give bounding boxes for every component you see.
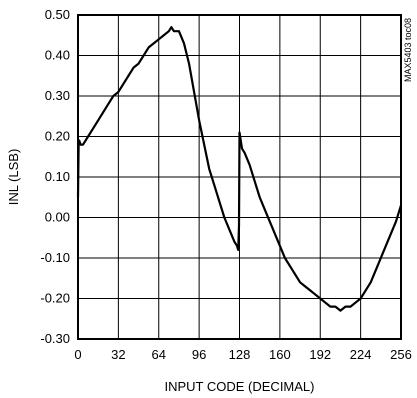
y-tick-label: 0.00 xyxy=(45,210,70,225)
x-tick-label: 96 xyxy=(192,347,206,362)
y-tick-label: 0.50 xyxy=(45,7,70,22)
x-tick-label: 224 xyxy=(350,347,372,362)
x-tick-label: 160 xyxy=(269,347,291,362)
y-tick-label: 0.30 xyxy=(45,88,70,103)
x-tick-label: 0 xyxy=(74,347,81,362)
inl-series-line xyxy=(76,26,403,312)
y-tick-label: -0.10 xyxy=(40,250,70,265)
y-axis-title: INL (LSB) xyxy=(6,149,21,206)
y-tick-label: -0.20 xyxy=(40,291,70,306)
y-tick-label: 0.40 xyxy=(45,48,70,63)
x-tick-label: 64 xyxy=(152,347,166,362)
x-tick-label: 32 xyxy=(111,347,125,362)
x-tick-labels: 0 32 64 96 128 160 192 224 256 xyxy=(74,347,411,362)
y-tick-labels: 0.50 0.40 0.30 0.20 0.10 0.00 -0.10 -0.20 -0.30 xyxy=(40,7,70,346)
series-layer xyxy=(76,26,403,312)
y-tick-label: 0.10 xyxy=(45,169,70,184)
plot-frame xyxy=(77,14,402,340)
side-code: MAX5403 toc08 xyxy=(403,18,413,82)
x-tick-label: 192 xyxy=(309,347,331,362)
y-tick-label: -0.30 xyxy=(40,331,70,346)
x-tick-label: 256 xyxy=(390,347,412,362)
x-axis-title: INPUT CODE (DECIMAL) xyxy=(165,379,315,394)
x-tick-label: 128 xyxy=(229,347,251,362)
y-tick-label: 0.20 xyxy=(45,129,70,144)
